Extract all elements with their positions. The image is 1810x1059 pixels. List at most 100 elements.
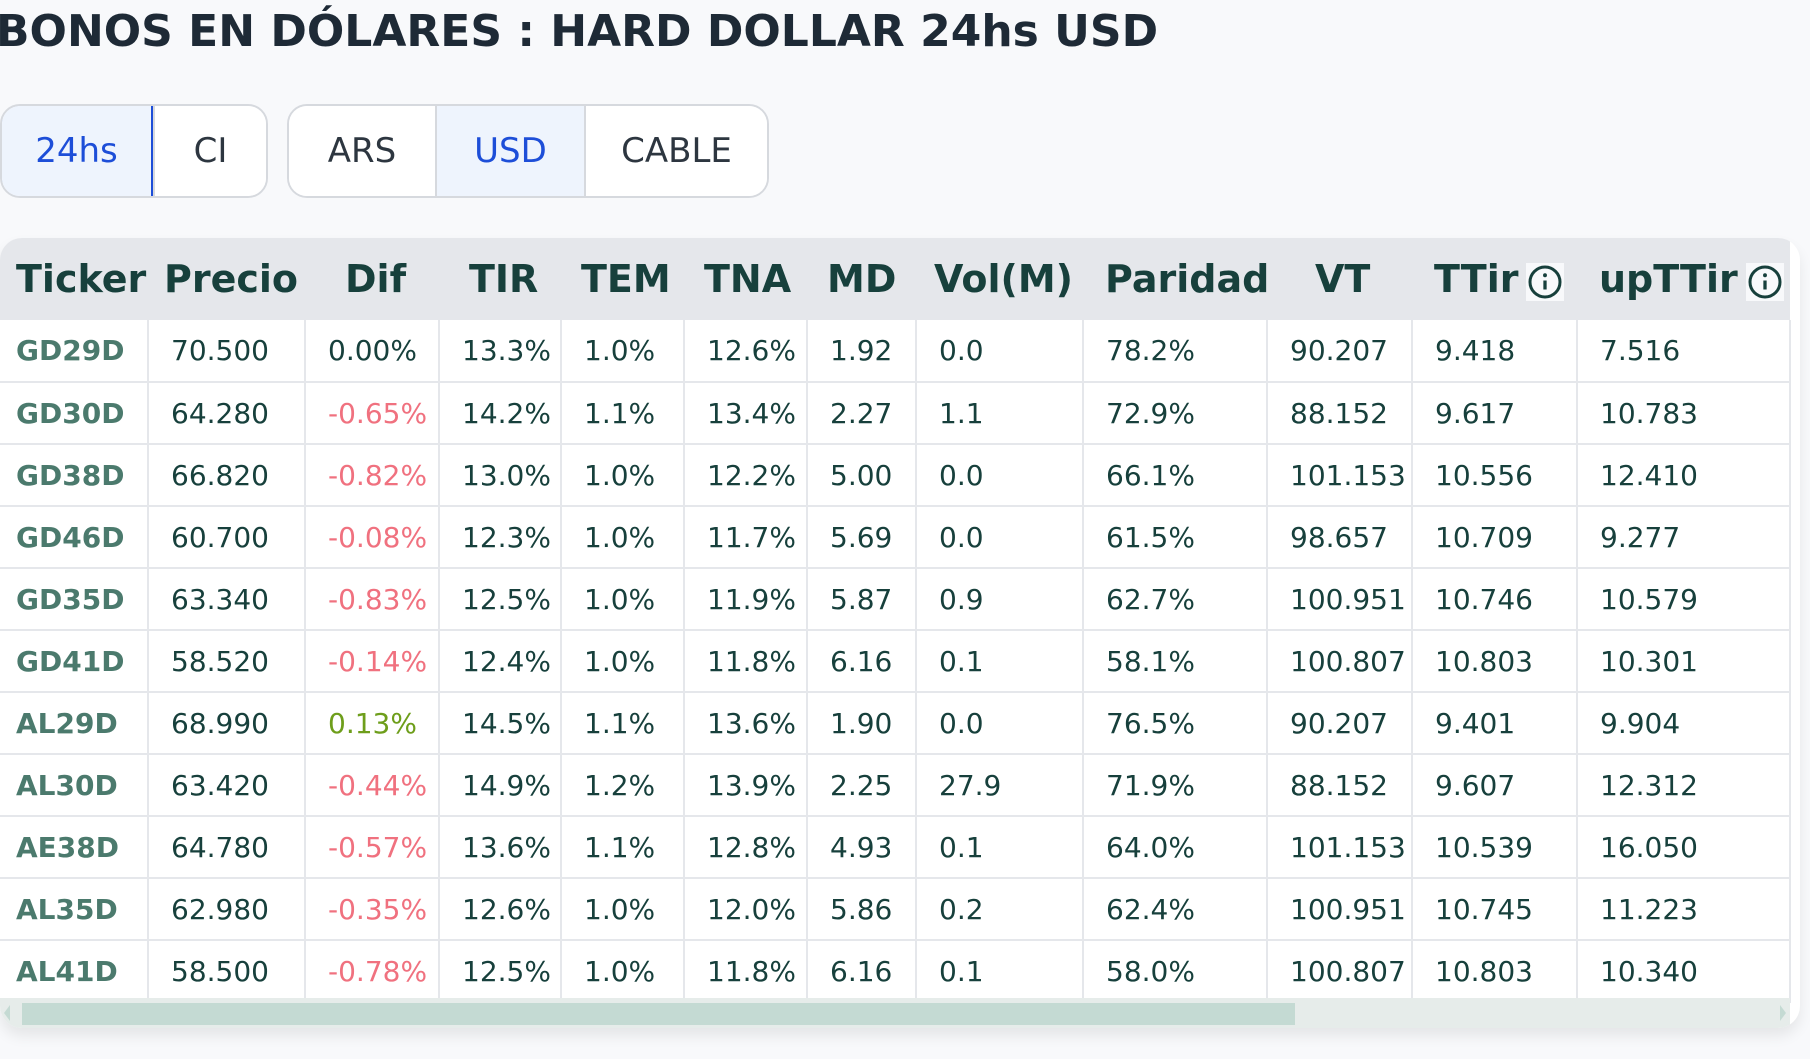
scroll-right-arrow-icon[interactable] xyxy=(1780,1005,1786,1021)
cell-vol: 0.0 xyxy=(916,692,1084,755)
cell-md: 6.16 xyxy=(807,630,917,693)
cell-ticker[interactable]: AL30D xyxy=(0,754,149,817)
col-header-paridad[interactable]: Paridad xyxy=(1083,238,1269,320)
cell-ticker[interactable]: GD38D xyxy=(0,444,149,507)
cell-ttir: 10.709 xyxy=(1412,506,1578,569)
currency-usd-button[interactable]: USD xyxy=(435,106,584,196)
cell-ttir: 10.745 xyxy=(1412,878,1578,941)
scroll-left-arrow-icon[interactable] xyxy=(4,1005,10,1021)
cell-tna: 12.6% xyxy=(684,320,808,383)
cell-tir: 14.5% xyxy=(439,692,562,755)
cell-tna: 11.9% xyxy=(684,568,808,631)
table-row[interactable]: AL35D 62.980 -0.35% 12.6% 1.0% 12.0% 5.86 0.2 62… xyxy=(0,878,1791,941)
cell-dif: -0.14% xyxy=(305,630,440,693)
cell-upttir: 10.783 xyxy=(1577,382,1791,445)
cell-dif: -0.65% xyxy=(305,382,440,445)
col-header-md[interactable]: MD xyxy=(807,238,916,320)
horizontal-scrollbar[interactable] xyxy=(0,998,1790,1028)
cell-tir: 14.2% xyxy=(439,382,562,445)
cell-vt: 90.207 xyxy=(1267,692,1413,755)
cell-paridad: 58.0% xyxy=(1083,940,1268,1003)
cell-ticker[interactable]: GD35D xyxy=(0,568,149,631)
currency-ars-button[interactable]: ARS xyxy=(289,106,435,196)
cell-md: 1.92 xyxy=(807,320,917,383)
cell-vol: 0.2 xyxy=(916,878,1084,941)
cell-vol: 0.0 xyxy=(916,320,1084,383)
info-circle-icon[interactable] xyxy=(1745,262,1784,301)
cell-ticker[interactable]: AL41D xyxy=(0,940,149,1003)
col-header-tem[interactable]: TEM xyxy=(561,238,684,320)
col-header-vol[interactable]: Vol(M) xyxy=(916,238,1083,320)
table-row[interactable]: GD41D 58.520 -0.14% 12.4% 1.0% 11.8% 6.16 0.1 58… xyxy=(0,630,1791,693)
cell-dif: 0.00% xyxy=(305,320,440,383)
cell-tem: 1.0% xyxy=(561,568,685,631)
table-row[interactable]: AL29D 68.990 0.13% 14.5% 1.1% 13.6% 1.90 0.0 76.… xyxy=(0,692,1791,755)
cell-upttir: 7.516 xyxy=(1577,320,1791,383)
col-header-vt[interactable]: VT xyxy=(1267,238,1412,320)
cell-ttir: 10.556 xyxy=(1412,444,1578,507)
cell-ticker[interactable]: AL35D xyxy=(0,878,149,941)
col-header-ticker[interactable]: Ticker xyxy=(0,238,148,320)
cell-precio: 66.820 xyxy=(148,444,306,507)
cell-dif: -0.83% xyxy=(305,568,440,631)
settlement-ci-button[interactable]: CI xyxy=(153,106,266,196)
cell-ticker[interactable]: GD30D xyxy=(0,382,149,445)
page-title: BONOS EN DÓLARES : HARD DOLLAR 24hs USD xyxy=(0,6,1159,57)
col-header-precio[interactable]: Precio xyxy=(148,238,305,320)
table-row[interactable]: AL30D 63.420 -0.44% 14.9% 1.2% 13.9% 2.25 27.9 7… xyxy=(0,754,1791,817)
cell-tem: 1.0% xyxy=(561,630,685,693)
col-header-dif[interactable]: Dif xyxy=(305,238,439,320)
table-row[interactable]: AL41D 58.500 -0.78% 12.5% 1.0% 11.8% 6.16 0.1 58… xyxy=(0,940,1791,1003)
cell-tem: 1.0% xyxy=(561,506,685,569)
table-header: Ticker Precio Dif TIR TEM TNA MD Vol(M) … xyxy=(0,238,1790,320)
cell-ticker[interactable]: GD29D xyxy=(0,320,149,383)
cell-vt: 100.807 xyxy=(1267,630,1413,693)
cell-vt: 100.807 xyxy=(1267,940,1413,1003)
cell-tna: 12.8% xyxy=(684,816,808,879)
col-header-tna[interactable]: TNA xyxy=(684,238,807,320)
cell-tna: 11.7% xyxy=(684,506,808,569)
cell-vt: 90.207 xyxy=(1267,320,1413,383)
table-row[interactable]: GD35D 63.340 -0.83% 12.5% 1.0% 11.9% 5.87 0.9 62… xyxy=(0,568,1791,631)
col-header-ttir[interactable]: TTir xyxy=(1412,238,1577,320)
table-row[interactable]: GD38D 66.820 -0.82% 13.0% 1.0% 12.2% 5.00 0.0 66… xyxy=(0,444,1791,507)
cell-vol: 1.1 xyxy=(916,382,1084,445)
cell-tna: 13.6% xyxy=(684,692,808,755)
cell-ttir: 10.803 xyxy=(1412,630,1578,693)
cell-paridad: 71.9% xyxy=(1083,754,1268,817)
cell-precio: 63.420 xyxy=(148,754,306,817)
cell-ticker[interactable]: AE38D xyxy=(0,816,149,879)
table-row[interactable]: GD29D 70.500 0.00% 13.3% 1.0% 12.6% 1.92 0.0 78.… xyxy=(0,320,1791,383)
cell-precio: 58.500 xyxy=(148,940,306,1003)
col-header-upttir[interactable]: upTTir xyxy=(1577,238,1790,320)
cell-paridad: 62.7% xyxy=(1083,568,1268,631)
cell-tir: 12.3% xyxy=(439,506,562,569)
cell-ticker[interactable]: GD46D xyxy=(0,506,149,569)
table-row[interactable]: GD46D 60.700 -0.08% 12.3% 1.0% 11.7% 5.69 0.0 61… xyxy=(0,506,1791,569)
cell-vt: 101.153 xyxy=(1267,816,1413,879)
info-circle-icon[interactable] xyxy=(1526,262,1565,301)
cell-ticker[interactable]: GD41D xyxy=(0,630,149,693)
cell-md: 2.25 xyxy=(807,754,917,817)
cell-paridad: 64.0% xyxy=(1083,816,1268,879)
cell-vol: 27.9 xyxy=(916,754,1084,817)
cell-ticker[interactable]: AL29D xyxy=(0,692,149,755)
cell-tna: 13.9% xyxy=(684,754,808,817)
cell-upttir: 12.312 xyxy=(1577,754,1791,817)
table-row[interactable]: GD30D 64.280 -0.65% 14.2% 1.1% 13.4% 2.27 1.1 72… xyxy=(0,382,1791,445)
cell-tna: 12.0% xyxy=(684,878,808,941)
cell-tem: 1.0% xyxy=(561,878,685,941)
col-header-tir[interactable]: TIR xyxy=(439,238,561,320)
cell-upttir: 10.301 xyxy=(1577,630,1791,693)
settlement-24hs-button[interactable]: 24hs xyxy=(2,106,153,196)
cell-tir: 12.6% xyxy=(439,878,562,941)
cell-vol: 0.0 xyxy=(916,506,1084,569)
cell-vt: 100.951 xyxy=(1267,878,1413,941)
currency-cable-button[interactable]: CABLE xyxy=(584,106,767,196)
cell-tir: 14.9% xyxy=(439,754,562,817)
cell-tna: 11.8% xyxy=(684,630,808,693)
scrollbar-thumb[interactable] xyxy=(22,1003,1295,1025)
table-row[interactable]: AE38D 64.780 -0.57% 13.6% 1.1% 12.8% 4.93 0.1 64… xyxy=(0,816,1791,879)
cell-vt: 88.152 xyxy=(1267,382,1413,445)
